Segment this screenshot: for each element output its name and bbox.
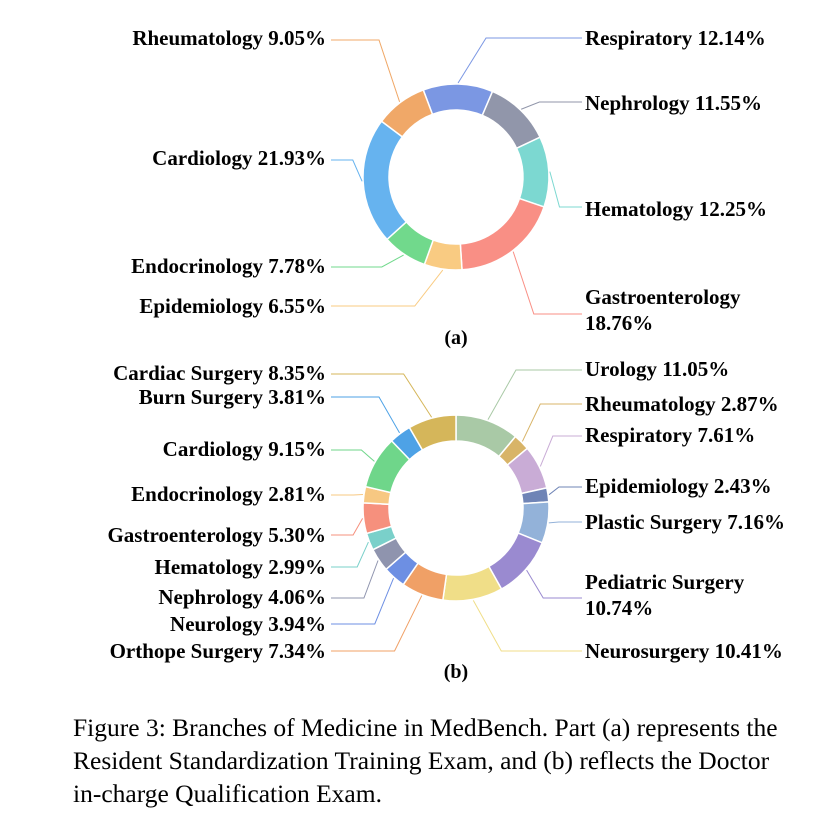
slice-label-b-orthope-surgery: Orthope Surgery 7.34%: [110, 639, 326, 663]
slice-label-b-nephrology: Nephrology 4.06%: [158, 585, 326, 609]
leader-line-b-orthope-surgery: [331, 595, 423, 652]
panel-label-b: (b): [444, 661, 468, 683]
leader-line-a-rheumatology: [331, 39, 401, 102]
slice-a-cardiology: [362, 120, 408, 241]
panel-label-a: (a): [444, 327, 467, 349]
slice-label-b-cardiac-surgery: Cardiac Surgery 8.35%: [113, 361, 326, 385]
leader-line-b-rheumatology: [521, 403, 582, 442]
leader-line-b-gastroenterology: [331, 518, 364, 536]
leader-line-a-nephrology: [520, 101, 582, 110]
figure-caption: Figure 3: Branches of Medicine in MedBen…: [73, 713, 778, 808]
leader-line-b-cardiology: [331, 449, 375, 462]
slice-label-a-cardiology: Cardiology 21.93%: [152, 146, 326, 170]
slice-label-a-endocrinology: Endocrinology 7.78%: [131, 254, 326, 278]
slice-a-gastroenterology: [459, 197, 546, 271]
slice-label-a-epidemiology: Epidemiology 6.55%: [139, 294, 326, 318]
slice-label-b-epidemiology: Epidemiology 2.43%: [585, 474, 772, 498]
leader-line-b-epidemiology: [548, 486, 582, 496]
slice-a-hematology: [515, 136, 550, 208]
leader-line-b-respiratory: [539, 435, 582, 467]
slice-a-respiratory: [422, 83, 494, 117]
leader-line-a-epidemiology: [331, 269, 444, 307]
slice-label-b-neurology: Neurology 3.94%: [170, 612, 326, 636]
slice-label-b-endocrinology: Endocrinology 2.81%: [131, 482, 326, 506]
leader-line-b-neurology: [331, 578, 395, 625]
slice-a-nephrology: [481, 90, 542, 150]
leader-line-b-neurosurgery: [472, 600, 582, 652]
leader-line-a-gastroenterology: [512, 251, 582, 315]
slice-label-b-respiratory: Respiratory 7.61%: [585, 423, 755, 447]
slice-label-b-neurosurgery: Neurosurgery 10.41%: [585, 639, 783, 663]
slice-label-a-gastroenterology: Gastroenterology 18.76%: [585, 285, 741, 335]
slice-label-a-respiratory: Respiratory 12.14%: [585, 26, 766, 50]
slice-b-cardiac-surgery: [408, 414, 457, 452]
leader-line-b-nephrology: [331, 560, 379, 599]
slice-a-rheumatology: [380, 88, 434, 138]
leader-line-b-hematology: [331, 541, 369, 568]
slice-label-b-cardiology: Cardiology 9.15%: [163, 437, 326, 461]
slice-label-b-rheumatology: Rheumatology 2.87%: [585, 392, 779, 416]
leader-line-a-cardiology: [331, 159, 363, 182]
slice-label-b-pediatric-surgery: Pediatric Surgery 10.74%: [585, 570, 745, 620]
donut-chart-a: Respiratory 12.14% Nephrology 11.55% Hemat…: [131, 26, 767, 335]
leader-line-a-endocrinology: [331, 254, 404, 268]
slice-label-b-urology: Urology 11.05%: [585, 357, 729, 381]
slice-label-a-hematology: Hematology 12.25%: [585, 197, 767, 221]
slice-label-b-burn-surgery: Burn Surgery 3.81%: [139, 385, 326, 409]
leader-line-b-pediatric-surgery: [526, 569, 582, 599]
leader-line-b-plastic-surgery: [548, 521, 582, 524]
leader-line-b-burn-surgery: [331, 396, 400, 434]
leader-line-a-hematology: [549, 171, 582, 208]
leader-line-b-urology: [487, 369, 582, 420]
slice-label-a-nephrology: Nephrology 11.55%: [585, 91, 762, 115]
leader-line-a-respiratory: [457, 37, 582, 84]
slice-label-b-gastroenterology: Gastroenterology 5.30%: [107, 523, 326, 547]
slice-label-b-hematology: Hematology 2.99%: [155, 555, 326, 579]
slice-label-a-rheumatology: Rheumatology 9.05%: [132, 26, 326, 50]
donut-chart-b: Urology 11.05% Rheumatology 2.87% Respirat…: [107, 357, 785, 663]
slice-label-b-plastic-surgery: Plastic Surgery 7.16%: [585, 510, 785, 534]
leader-line-b-cardiac-surgery: [331, 373, 433, 418]
